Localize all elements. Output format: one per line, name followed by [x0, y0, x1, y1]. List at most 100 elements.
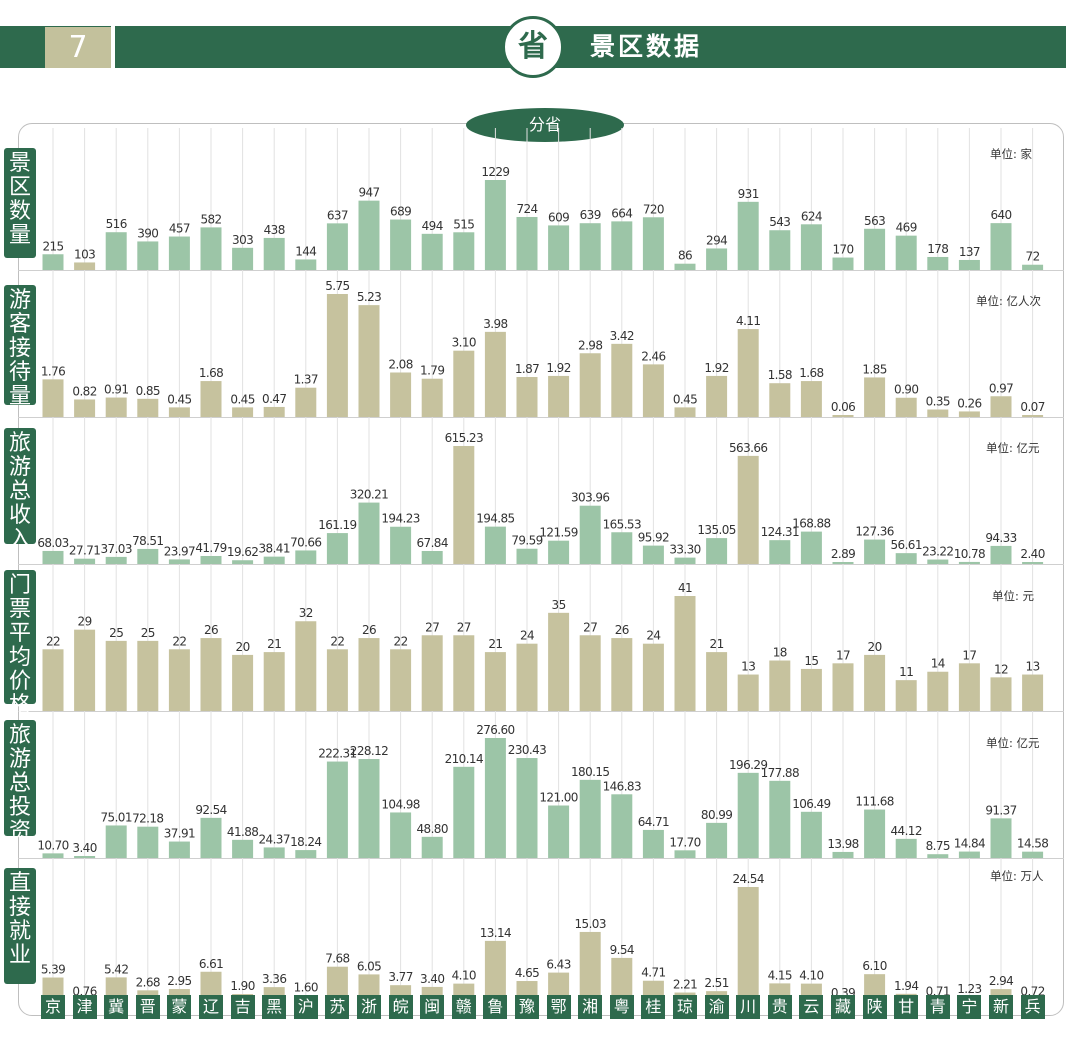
- bar: [453, 446, 475, 564]
- data-label: 70.66: [290, 535, 321, 549]
- data-label: 1.23: [957, 982, 981, 996]
- bar: [326, 966, 348, 1003]
- data-label: 75.01: [101, 810, 132, 824]
- data-label: 689: [390, 205, 411, 219]
- data-label: 563.66: [729, 441, 767, 455]
- data-label: 0.82: [72, 384, 96, 398]
- data-label: 3.42: [610, 329, 634, 343]
- bar: [737, 674, 759, 711]
- data-label: 0.35: [926, 395, 950, 409]
- province-label: 藏: [831, 995, 855, 1019]
- bar: [1022, 415, 1044, 417]
- panel-separator: [18, 711, 1064, 712]
- data-label: 17: [962, 648, 976, 662]
- data-label: 390: [137, 226, 158, 240]
- data-label: 91.37: [985, 803, 1016, 817]
- data-label: 41.88: [227, 825, 258, 839]
- data-label: 724: [516, 202, 537, 216]
- data-label: 13: [1026, 660, 1040, 674]
- data-label: 0.45: [167, 392, 191, 406]
- bar: [832, 663, 854, 711]
- data-label: 72: [1026, 250, 1040, 264]
- data-label: 10.70: [37, 838, 68, 852]
- unit-label: 单位: 家: [990, 147, 1033, 161]
- bar: [200, 381, 222, 417]
- bar: [295, 259, 317, 270]
- province-label: 兵: [1020, 995, 1045, 1019]
- data-label: 1.37: [294, 373, 318, 387]
- data-label: 8.75: [926, 839, 950, 853]
- bar: [263, 556, 285, 564]
- province-label: 川: [736, 995, 761, 1019]
- bar: [579, 779, 601, 858]
- bar: [137, 640, 159, 711]
- bar: [484, 180, 506, 270]
- bar: [42, 550, 64, 564]
- data-label: 111.68: [855, 795, 893, 809]
- data-label: 563: [864, 214, 885, 228]
- data-label: 124.31: [761, 525, 799, 539]
- data-label: 5.75: [325, 279, 349, 293]
- bar: [263, 237, 285, 270]
- bar: [263, 847, 285, 858]
- data-label: 21: [710, 637, 724, 651]
- bar: [105, 397, 127, 417]
- data-label: 23.97: [164, 544, 195, 558]
- data-label: 24: [520, 629, 534, 643]
- data-label: 5.42: [104, 962, 128, 976]
- bar: [800, 224, 822, 270]
- bar: [800, 381, 822, 417]
- data-label: 64.71: [638, 815, 669, 829]
- unit-label: 单位: 亿人次: [976, 294, 1042, 308]
- province-label: 陕: [862, 995, 887, 1019]
- province-label: 沪: [293, 995, 318, 1019]
- data-label: 137: [959, 245, 980, 259]
- data-label: 4.15: [768, 968, 792, 982]
- bar: [800, 668, 822, 711]
- bar: [42, 254, 64, 270]
- bar: [864, 377, 886, 417]
- data-label: 41.79: [195, 541, 226, 555]
- bar: [200, 817, 222, 858]
- bar: [232, 407, 254, 417]
- data-label: 180.15: [571, 765, 609, 779]
- data-label: 0.97: [989, 381, 1013, 395]
- data-label: 0.90: [894, 383, 918, 397]
- bar: [200, 638, 222, 711]
- bar: [737, 455, 759, 564]
- province-label: 鲁: [483, 995, 508, 1019]
- data-label: 38.41: [259, 542, 290, 556]
- data-label: 494: [422, 219, 443, 233]
- data-label: 95.92: [638, 531, 669, 545]
- data-label: 22: [46, 634, 60, 648]
- bar: [611, 794, 633, 858]
- data-label: 2.51: [704, 976, 728, 990]
- data-label: 294: [706, 233, 727, 247]
- bar: [326, 761, 348, 858]
- bar: [484, 940, 506, 1003]
- bar: [832, 851, 854, 858]
- data-label: 3.40: [420, 972, 444, 986]
- data-label: 37.91: [164, 827, 195, 841]
- bar: [674, 850, 696, 858]
- province-label: 辽: [199, 995, 223, 1019]
- bar: [769, 230, 791, 270]
- bar: [674, 596, 696, 711]
- bar: [516, 376, 538, 417]
- data-label: 12: [994, 662, 1008, 676]
- data-label: 56.61: [891, 538, 922, 552]
- bar: [832, 562, 854, 564]
- data-label: 515: [453, 217, 474, 231]
- data-label: 24.54: [733, 872, 764, 886]
- data-label: 24: [646, 629, 660, 643]
- bar: [642, 643, 664, 711]
- data-label: 178: [927, 242, 948, 256]
- data-label: 80.99: [701, 808, 732, 822]
- bar: [1022, 264, 1044, 270]
- bar: [326, 533, 348, 564]
- bar: [484, 526, 506, 564]
- bar: [642, 829, 664, 858]
- bar: [737, 329, 759, 417]
- data-label: 135.05: [697, 523, 735, 537]
- bar: [453, 232, 475, 270]
